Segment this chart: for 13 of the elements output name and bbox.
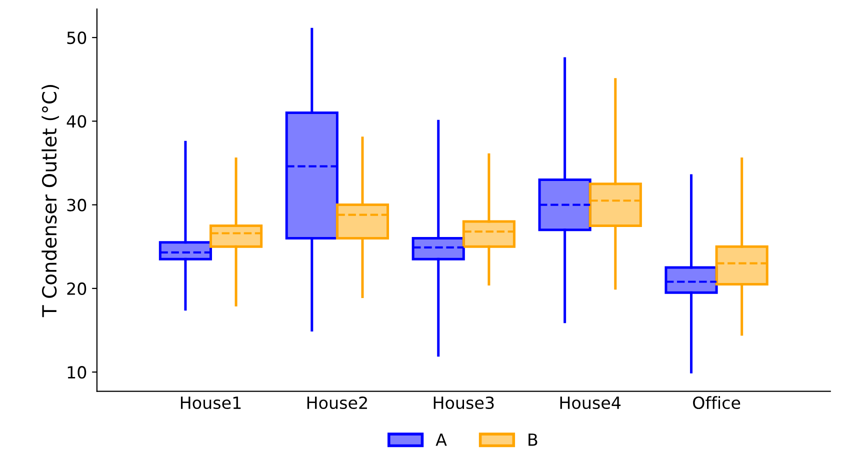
legend-label: A — [436, 434, 447, 446]
y-tick-label: 10 — [68, 366, 86, 379]
y-tick-label: 30 — [67, 198, 86, 212]
x-tick-label: House1 — [180, 396, 241, 410]
x-tick-label: House4 — [560, 396, 621, 410]
x-tick-label: House2 — [307, 396, 367, 410]
y-tick-label: 20 — [67, 282, 86, 295]
x-tick-label: Office — [693, 396, 740, 410]
y-tick-label: 50 — [67, 31, 86, 44]
y-tick-label: 40 — [66, 115, 86, 128]
y-axis-title: T Condenser Outlet (°C) — [42, 85, 59, 318]
legend-label: B — [528, 434, 538, 446]
x-tick-label: House3 — [434, 396, 494, 410]
